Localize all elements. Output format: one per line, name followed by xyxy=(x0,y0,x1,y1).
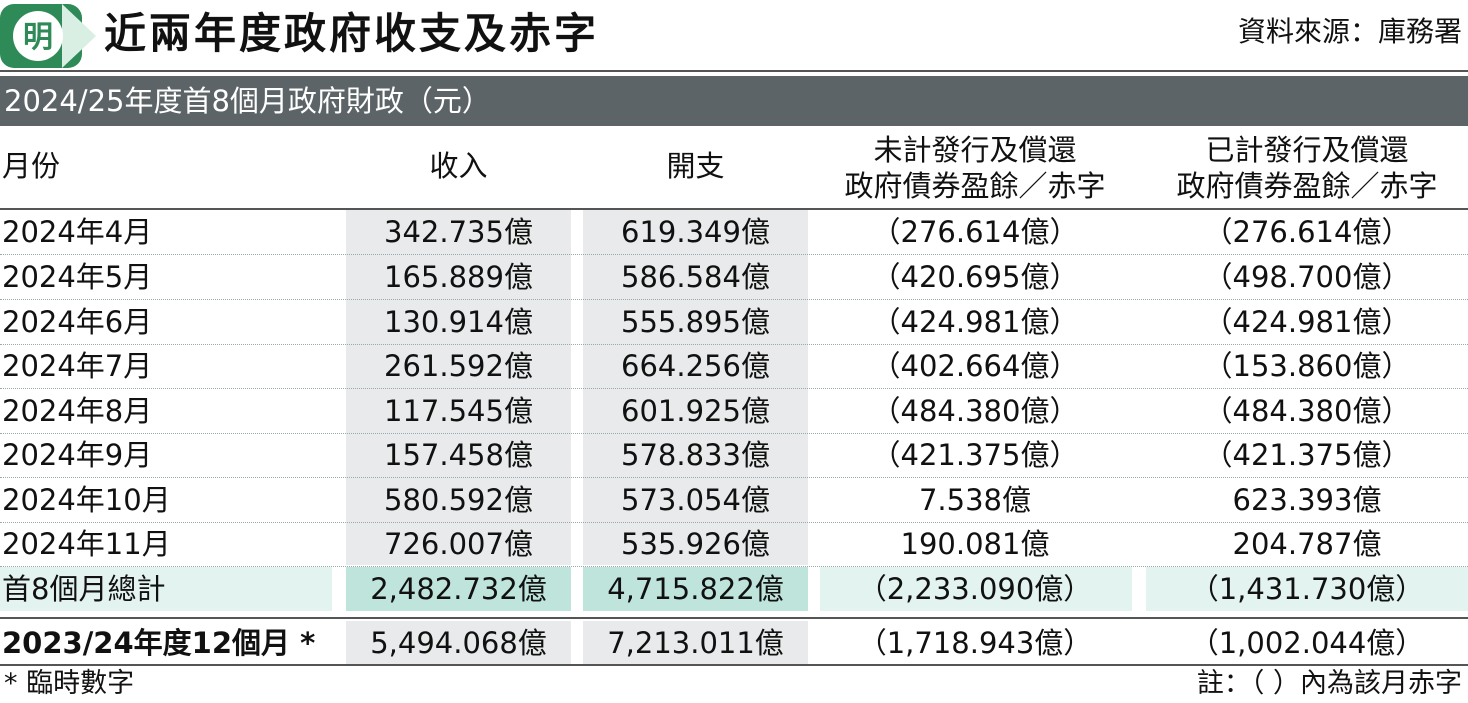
total-expenditure: 4,715.822億 xyxy=(607,572,784,606)
header-month: 月份 xyxy=(2,149,61,183)
cell-month: 2024年9月 xyxy=(2,438,153,472)
cell-deficit-after: 204.787億 xyxy=(1232,527,1382,561)
cell-revenue: 117.545億 xyxy=(384,394,533,428)
svg-text:明: 明 xyxy=(23,20,53,55)
cell-expenditure: 573.054億 xyxy=(621,483,770,517)
cell-deficit-after: （276.614億） xyxy=(1203,215,1411,249)
cell-month: 2024年7月 xyxy=(2,349,153,383)
cell-deficit-after: （498.700億） xyxy=(1203,260,1411,294)
total-month: 首8個月總計 xyxy=(2,572,166,606)
header-revenue: 收入 xyxy=(429,149,488,183)
row-divider xyxy=(0,254,1468,255)
subtitle-bar: 2024/25年度首8個月政府財政（元） xyxy=(0,76,1468,126)
total-row-bg-revenue xyxy=(346,567,571,611)
expenditure-prev-bg xyxy=(583,621,808,665)
cell-expenditure: 619.349億 xyxy=(621,215,770,249)
prev-deficit-before: （1,718.943億） xyxy=(857,626,1093,660)
cell-deficit-after: （424.981億） xyxy=(1203,305,1411,339)
cell-expenditure: 535.926億 xyxy=(621,527,770,561)
header-divider xyxy=(0,70,1468,72)
row-divider xyxy=(0,566,1468,567)
cell-expenditure: 664.256億 xyxy=(621,349,770,383)
total-row-bg-expenditure xyxy=(583,567,808,611)
cell-deficit-before: （421.375億） xyxy=(871,438,1079,472)
header-underline xyxy=(0,208,1468,210)
cell-month: 2024年4月 xyxy=(2,215,153,249)
total-row-divider xyxy=(0,617,1468,619)
total-row-bg-deficit-after xyxy=(1146,567,1468,611)
revenue-prev-bg xyxy=(346,621,571,665)
prev-expenditure: 7,213.011億 xyxy=(607,626,784,660)
header-deficit-after-line2: 政府債券盈餘／赤字 xyxy=(1176,169,1438,203)
cell-month: 2024年6月 xyxy=(2,305,153,339)
cell-deficit-after: 623.393億 xyxy=(1232,483,1382,517)
total-deficit-after: （1,431.730億） xyxy=(1189,572,1425,606)
cell-deficit-after: （484.380億） xyxy=(1203,394,1411,428)
row-divider xyxy=(0,388,1468,389)
cell-expenditure: 601.925億 xyxy=(621,394,770,428)
cell-deficit-before: 7.538億 xyxy=(918,483,1032,517)
cell-deficit-before: （420.695億） xyxy=(871,260,1079,294)
cell-revenue: 165.889億 xyxy=(384,260,533,294)
cell-deficit-before: （402.664億） xyxy=(871,349,1079,383)
cell-deficit-after: （421.375億） xyxy=(1203,438,1411,472)
total-deficit-before: （2,233.090億） xyxy=(857,572,1093,606)
prev-revenue: 5,494.068億 xyxy=(370,626,547,660)
prev-deficit-after: （1,002.044億） xyxy=(1189,626,1425,660)
header-expenditure: 開支 xyxy=(666,149,725,183)
cell-revenue: 342.735億 xyxy=(384,215,533,249)
cell-deficit-before: 190.081億 xyxy=(900,527,1050,561)
row-divider xyxy=(0,433,1468,434)
cell-revenue: 726.007億 xyxy=(384,527,533,561)
cell-deficit-before: （424.981億） xyxy=(871,305,1079,339)
provisional-footnote: * 臨時數字 xyxy=(4,668,135,699)
table-subtitle: 2024/25年度首8個月政府財政（元） xyxy=(4,84,491,118)
data-source: 資料來源：庫務署 xyxy=(1237,15,1462,48)
page-title: 近兩年度政府收支及赤字 xyxy=(104,9,600,58)
cell-month: 2024年5月 xyxy=(2,260,153,294)
cell-deficit-before: （484.380億） xyxy=(871,394,1079,428)
row-divider xyxy=(0,299,1468,300)
header-deficit-before-line1: 未計發行及償還 xyxy=(873,133,1077,167)
cell-month: 2024年11月 xyxy=(2,527,171,561)
total-revenue: 2,482.732億 xyxy=(370,572,547,606)
cell-month: 2024年8月 xyxy=(2,394,153,428)
cell-revenue: 261.592億 xyxy=(384,349,533,383)
header-deficit-after-line1: 已計發行及償還 xyxy=(1205,133,1409,167)
ming-pao-logo-icon: 明 xyxy=(0,4,96,68)
prev-month: 2023/24年度12個月 * xyxy=(2,626,316,660)
total-row-bg-deficit-before xyxy=(820,567,1132,611)
cell-revenue: 157.458億 xyxy=(384,438,533,472)
cell-deficit-after: （153.860億） xyxy=(1203,349,1411,383)
deficit-footnote: 註：（ ）內為該月赤字 xyxy=(1196,668,1462,699)
row-divider xyxy=(0,477,1468,478)
cell-expenditure: 578.833億 xyxy=(621,438,770,472)
cell-expenditure: 555.895億 xyxy=(621,305,770,339)
cell-deficit-before: （276.614億） xyxy=(871,215,1079,249)
cell-revenue: 130.914億 xyxy=(384,305,533,339)
cell-expenditure: 586.584億 xyxy=(621,260,770,294)
table-bottom-rule xyxy=(0,664,1468,666)
cell-month: 2024年10月 xyxy=(2,483,171,517)
cell-revenue: 580.592億 xyxy=(384,483,533,517)
row-divider xyxy=(0,344,1468,345)
page-header: 明 近兩年度政府收支及赤字 資料來源：庫務署 xyxy=(0,0,1468,72)
row-divider xyxy=(0,522,1468,523)
header-deficit-before-line2: 政府債券盈餘／赤字 xyxy=(844,169,1106,203)
revenue-column-bg xyxy=(346,210,571,565)
total-row-bg-month xyxy=(0,567,332,611)
expenditure-column-bg xyxy=(583,210,808,565)
